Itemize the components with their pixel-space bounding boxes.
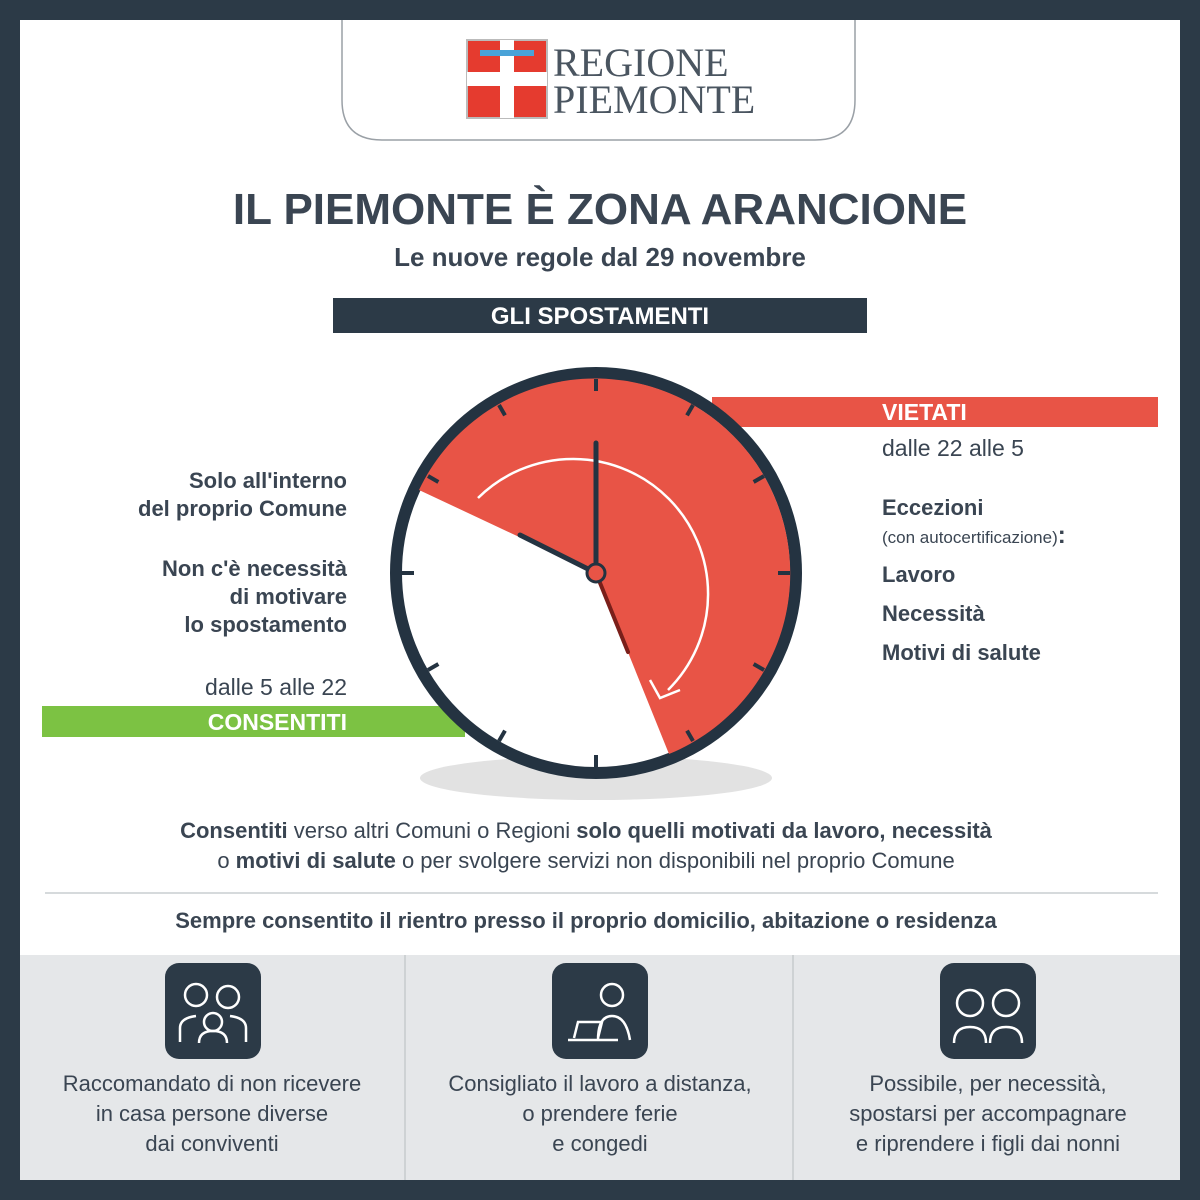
- rules-segment: o: [217, 848, 235, 873]
- clock-tick: [497, 403, 507, 417]
- exceptions: Lavoro Necessità Motivi di salute: [882, 562, 1041, 665]
- second-hand: [594, 571, 630, 654]
- logo: [466, 39, 548, 119]
- rules-segment: solo quelli motivati da lavoro, necessit…: [576, 818, 992, 843]
- rules-segment: motivi di salute: [236, 848, 396, 873]
- tip-line: Consigliato il lavoro a distanza,: [448, 1071, 751, 1096]
- rules-segment: verso altri Comuni o Regioni: [288, 818, 577, 843]
- icon-family: [165, 963, 261, 1059]
- tip-line: in casa persone diverse: [96, 1101, 328, 1126]
- exceptions-title: Eccezioni: [882, 495, 983, 520]
- clock-arrow: [477, 457, 710, 691]
- allowed-note: del proprio Comune: [138, 496, 347, 521]
- icon-children: [940, 963, 1036, 1059]
- exceptions-colon: :: [1058, 522, 1066, 549]
- tip-line: Raccomandato di non ricevere: [63, 1071, 361, 1096]
- clock-arrowhead: [648, 679, 681, 700]
- allowed-notes: Solo all'interno del proprio Comune Non c'…: [138, 468, 348, 637]
- clock-ticks: [402, 379, 790, 767]
- tip-line: o prendere ferie: [522, 1101, 677, 1126]
- clock-pin: [585, 562, 607, 584]
- allowed-note: Non c'è necessità: [162, 556, 348, 581]
- tip-line: dai conviventi: [145, 1131, 278, 1156]
- tip-line: e riprendere i figli dai nonni: [856, 1131, 1120, 1156]
- allowed-hours: dalle 5 alle 22: [205, 674, 347, 700]
- rules: Consentiti verso altri Comuni o Regioni …: [180, 818, 993, 873]
- forbidden-label: VIETATI: [882, 399, 967, 425]
- tip-line: Possibile, per necessità,: [869, 1071, 1106, 1096]
- clock-tick: [426, 474, 440, 484]
- logo-text: PIEMONTE: [553, 77, 755, 122]
- rules-segment: Consentiti: [180, 818, 288, 843]
- logo-text: REGIONE: [553, 40, 729, 85]
- exceptions-note-text: (con autocertificazione): [882, 528, 1058, 547]
- rules-segment: o per svolgere servizi non disponibili n…: [396, 848, 955, 873]
- subtitle: Le nuove regole dal 29 novembre: [394, 242, 806, 272]
- allowed-note: lo spostamento: [184, 612, 347, 637]
- allowed-label: CONSENTITI: [208, 709, 347, 735]
- rules-line: Consentiti verso altri Comuni o Regioni …: [180, 818, 993, 843]
- forbidden-hours: dalle 22 alle 5: [882, 435, 1024, 461]
- tips: Raccomandato di non ricevere in casa pers…: [63, 1071, 1127, 1156]
- exceptions-note: (con autocertificazione):: [882, 522, 1066, 549]
- clock-tick: [685, 403, 695, 417]
- clock-tick: [752, 662, 766, 672]
- clock-tick: [752, 474, 766, 484]
- exception: Motivi di salute: [882, 640, 1041, 665]
- clock-tick: [497, 729, 507, 743]
- exception: Necessità: [882, 601, 986, 626]
- allowed-note: di motivare: [230, 584, 347, 609]
- tip-line: e congedi: [552, 1131, 647, 1156]
- tip-line: spostarsi per accompagnare: [849, 1101, 1127, 1126]
- rules-line: o motivi di salute o per svolgere serviz…: [217, 848, 954, 873]
- clock-tick: [685, 729, 695, 743]
- exception: Lavoro: [882, 562, 955, 587]
- allowed-note: Solo all'interno: [189, 468, 347, 493]
- icon-remote-work: [552, 963, 648, 1059]
- forbidden-band: [712, 397, 1158, 427]
- banner-text: GLI SPOSTAMENTI: [491, 303, 709, 330]
- banner: [333, 298, 867, 333]
- return-note: Sempre consentito il rientro presso il p…: [175, 908, 997, 933]
- clock-tick: [426, 662, 440, 672]
- title: IL PIEMONTE È ZONA ARANCIONE: [233, 184, 967, 234]
- allowed-band: [42, 706, 465, 737]
- hour-hand: [517, 532, 599, 576]
